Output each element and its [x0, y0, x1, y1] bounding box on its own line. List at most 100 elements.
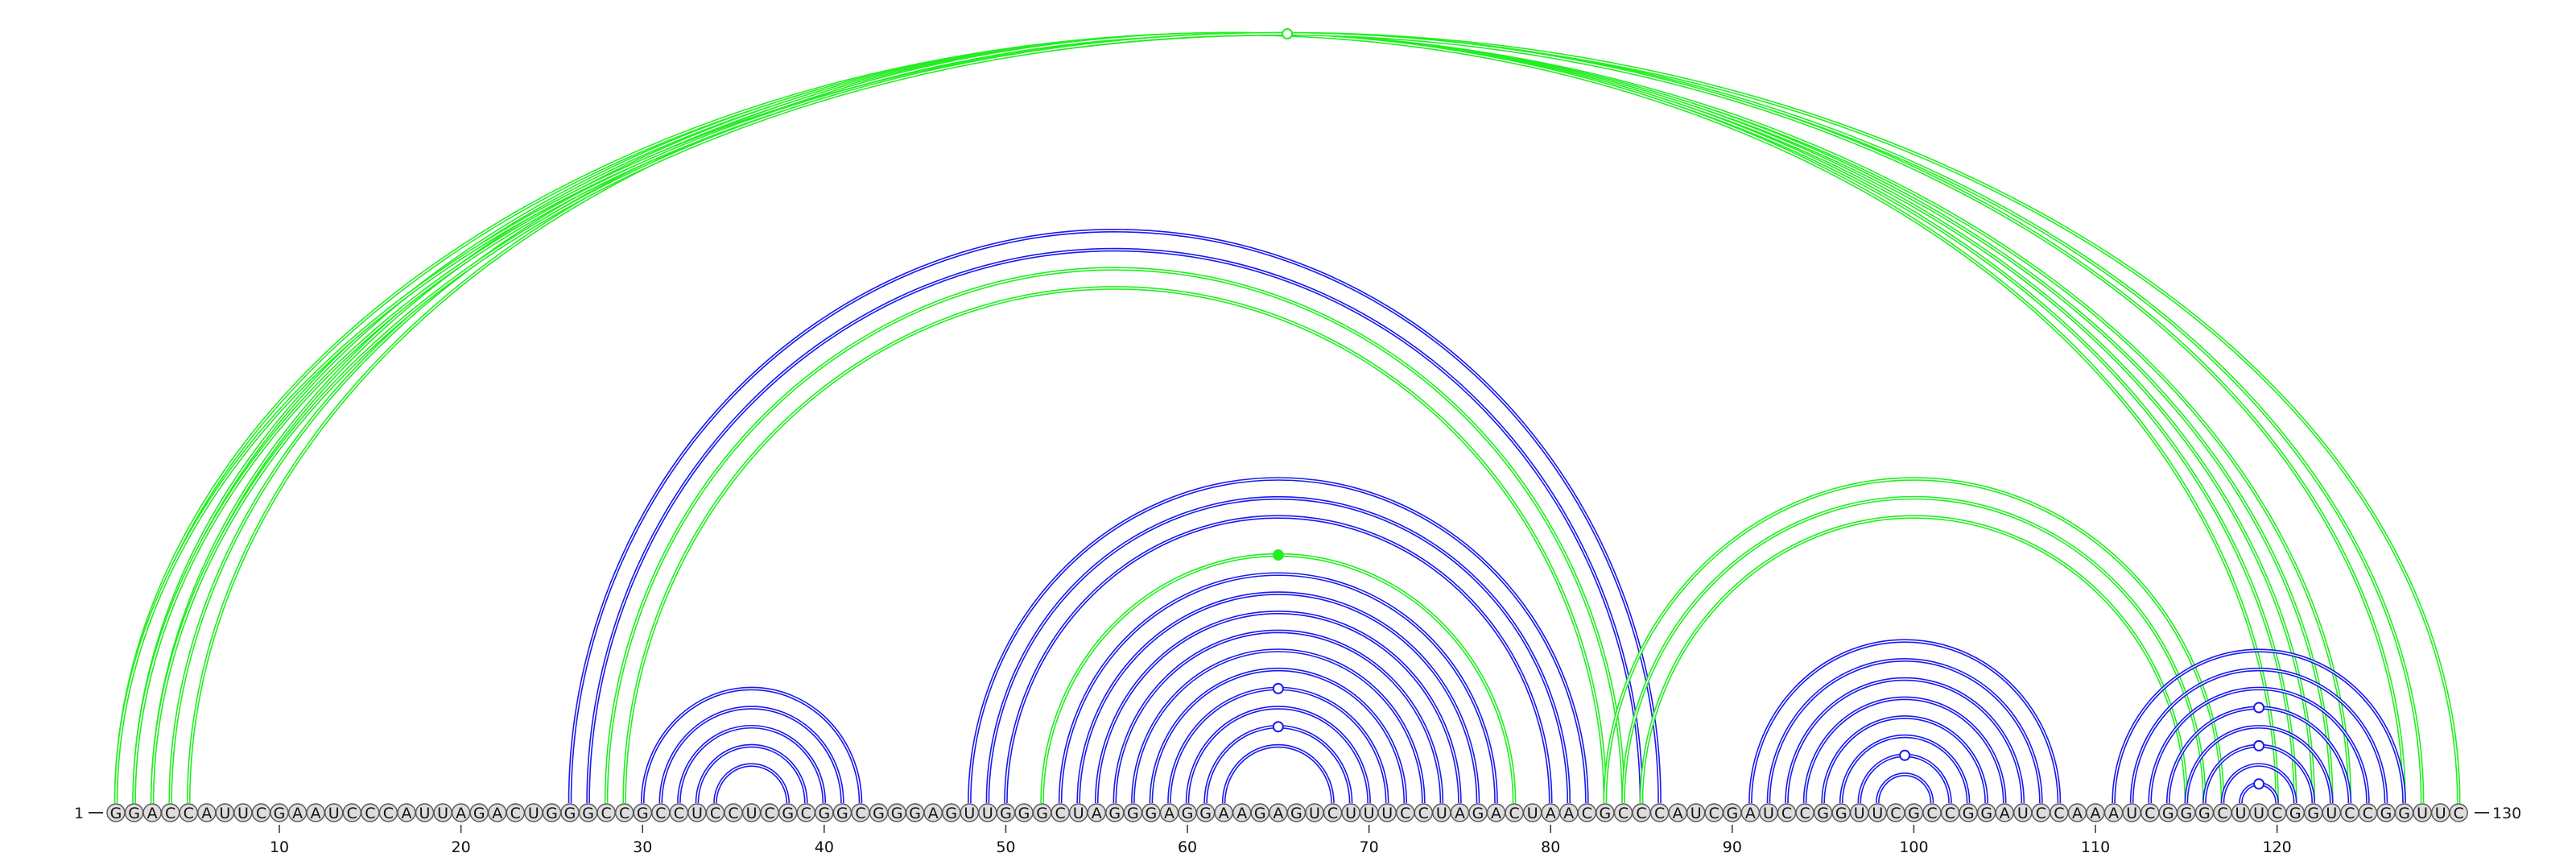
- arc-33-39: [695, 743, 808, 804]
- nucleotide-38-letter: G: [782, 805, 794, 822]
- arc-core-56-74: [1114, 631, 1443, 804]
- arc-core-92-107: [1768, 659, 2042, 804]
- nucleotide-39-letter: C: [801, 805, 811, 822]
- nucleotide-93-letter: C: [1781, 805, 1792, 822]
- nucleotide-130-letter: C: [2454, 805, 2464, 822]
- nucleotide-85-letter: C: [1636, 805, 1646, 822]
- nucleotide-43-letter: G: [873, 805, 885, 822]
- nucleotide-9-letter: C: [256, 805, 266, 822]
- nucleotide-127-letter: G: [2398, 805, 2410, 822]
- nucleotide-8-letter: U: [237, 805, 249, 822]
- arc-core-29-83: [623, 287, 1606, 804]
- nucleotide-63-letter: A: [1236, 805, 1247, 822]
- nucleotide-36-letter: U: [746, 805, 758, 822]
- nucleotide-99-letter: C: [1890, 805, 1901, 822]
- arc-core-98-101: [1876, 773, 1933, 804]
- pair-marker-59-71: [1272, 682, 1284, 694]
- arc-core-95-104: [1822, 716, 1988, 804]
- arc-4-121: [168, 31, 2297, 804]
- pair-markers: [1272, 28, 2265, 790]
- nucleotide-5-letter: C: [184, 805, 194, 822]
- nucleotide-11-letter: A: [292, 805, 303, 822]
- nucleotide-92-letter: U: [1763, 805, 1774, 822]
- pair-marker-114-124: [2253, 702, 2265, 714]
- nucleotide-60-letter: G: [1182, 805, 1194, 822]
- arc-48-82: [968, 477, 1589, 804]
- nucleotide-15-letter: C: [365, 805, 375, 822]
- arc-core-96-103: [1840, 735, 1969, 804]
- nucleotide-75-letter: A: [1455, 805, 1465, 822]
- pair-marker-61-69: [1272, 721, 1284, 733]
- nucleotide-87-letter: A: [1673, 805, 1683, 822]
- nucleotide-54-letter: U: [1073, 805, 1084, 822]
- nucleotide-103-letter: G: [1963, 805, 1975, 822]
- arc-core-5-120: [188, 33, 2278, 804]
- nucleotide-105-letter: A: [2000, 805, 2010, 822]
- nucleotide-51-letter: G: [1018, 805, 1030, 822]
- arc-core-50-80: [1005, 515, 1551, 804]
- nucleotide-42-letter: C: [855, 805, 865, 822]
- arc-core-54-76: [1077, 592, 1479, 804]
- nucleotide-7-letter: U: [219, 805, 230, 822]
- arc-3-122: [150, 31, 2316, 804]
- arc-61-69: [1203, 725, 1353, 804]
- nucleotide-64-letter: G: [1254, 805, 1266, 822]
- nucleotide-104-letter: G: [1980, 805, 1992, 822]
- nucleotide-47-letter: G: [945, 805, 957, 822]
- arc-core-85-115: [1641, 515, 2187, 804]
- arc-core-49-81: [987, 497, 1570, 804]
- nucleotide-76-letter: G: [1472, 805, 1484, 822]
- arc-98-101: [1876, 772, 1934, 804]
- arc-core-26-86: [569, 230, 1661, 804]
- arc-91-108: [1748, 639, 2062, 804]
- nucleotide-117-letter: C: [2217, 805, 2227, 822]
- nucleotide-16-letter: C: [383, 805, 394, 822]
- nucleotide-95-letter: G: [1817, 805, 1829, 822]
- nucleotide-52-letter: G: [1036, 805, 1048, 822]
- nucleotide-35-letter: C: [728, 805, 738, 822]
- nucleotide-58-letter: G: [1146, 805, 1158, 822]
- nucleotide-98-letter: U: [1872, 805, 1883, 822]
- nucleotide-70-letter: U: [1364, 805, 1375, 822]
- nucleotide-66-letter: G: [1290, 805, 1302, 822]
- arc-core-113-125: [2149, 688, 2369, 804]
- arc-core-60-70: [1187, 706, 1370, 804]
- nucleotide-116-letter: G: [2198, 805, 2211, 822]
- arc-core-30-42: [642, 688, 861, 804]
- tick-label-50: 50: [996, 838, 1015, 856]
- nucleotide-86-letter: C: [1654, 805, 1665, 822]
- nucleotide-129-letter: U: [2435, 805, 2446, 822]
- nucleotide-88-letter: U: [1690, 805, 1702, 822]
- nucleotide-94-letter: C: [1799, 805, 1810, 822]
- tick-label-40: 40: [815, 838, 834, 856]
- nucleotide-130-circle: [2449, 803, 2468, 822]
- nucleotide-108-letter: C: [2054, 805, 2064, 822]
- nucleotide-100-letter: G: [1908, 805, 1920, 822]
- nucleotide-96-letter: G: [1835, 805, 1847, 822]
- nucleotide-49-letter: U: [982, 805, 993, 822]
- pair-marker-1-130: [1282, 28, 1294, 39]
- arc-core-3-127: [151, 33, 2405, 804]
- nucleotide-14-letter: C: [347, 805, 357, 822]
- nucleotide-78-letter: C: [1509, 805, 1519, 822]
- nucleotide-50-letter: G: [1000, 805, 1012, 822]
- arc-core-112-126: [2131, 669, 2387, 804]
- nucleotide-121-letter: G: [2289, 805, 2301, 822]
- nucleotide-57-letter: G: [1127, 805, 1139, 822]
- nucleotide-73-letter: C: [1418, 805, 1429, 822]
- nucleotide-33-letter: U: [691, 805, 703, 822]
- nucleotide-111-letter: A: [2108, 805, 2119, 822]
- nucleotide-79-letter: U: [1527, 805, 1538, 822]
- nucleotide-28-letter: C: [601, 805, 611, 822]
- nucleotide-90-letter: G: [1726, 805, 1738, 822]
- tick-label-70: 70: [1360, 838, 1379, 856]
- arc-core-97-102: [1859, 755, 1951, 804]
- arc-core-111-127: [2112, 649, 2405, 804]
- nucleotide-120-letter: C: [2272, 805, 2282, 822]
- arc-62-68: [1221, 743, 1335, 804]
- arc-core-27-85: [587, 249, 1642, 804]
- nucleotide-31-letter: C: [655, 805, 666, 822]
- position-ticks: 10 20 30 40 50 60 70 80 90 100 110 120: [270, 825, 2292, 856]
